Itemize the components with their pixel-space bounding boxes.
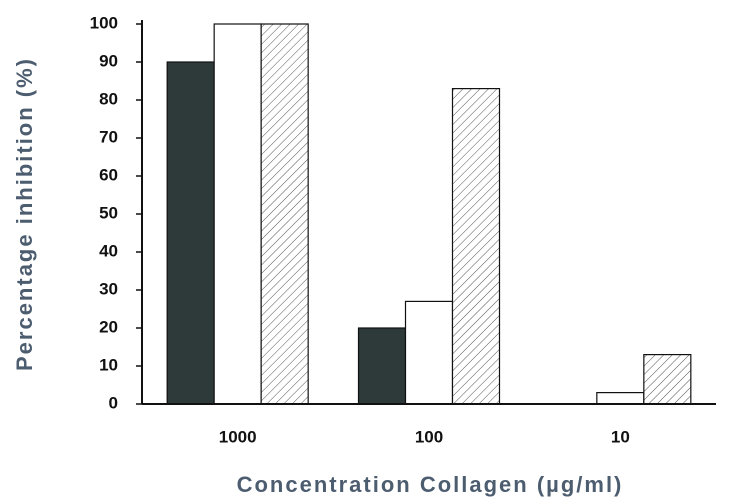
y-tick-label: 60 xyxy=(99,165,118,184)
y-tick-label: 90 xyxy=(99,51,118,70)
y-tick-label: 40 xyxy=(99,241,118,260)
x-axis-label: Concentration Collagen (µg/ml) xyxy=(237,472,624,497)
bar xyxy=(404,300,454,405)
y-tick-label: 0 xyxy=(109,393,118,412)
y-tick-label: 100 xyxy=(90,13,118,32)
x-tick-label: 1000 xyxy=(219,427,257,446)
bar xyxy=(213,23,262,405)
y-tick-label: 70 xyxy=(99,127,118,146)
y-axis-label: Percentage inhibition (%) xyxy=(12,57,37,371)
y-tick-label: 10 xyxy=(99,355,118,374)
bar xyxy=(357,327,407,405)
x-tick-label: 10 xyxy=(611,427,630,446)
bar xyxy=(596,392,645,405)
y-tick-label: 30 xyxy=(99,279,118,298)
bar xyxy=(166,61,215,405)
bar xyxy=(643,354,692,405)
bar xyxy=(451,87,501,405)
y-tick-label: 20 xyxy=(99,317,118,336)
y-tick-label: 80 xyxy=(99,89,118,108)
y-tick-label: 50 xyxy=(99,203,118,222)
x-tick-label: 100 xyxy=(415,427,443,446)
bar xyxy=(260,23,309,405)
